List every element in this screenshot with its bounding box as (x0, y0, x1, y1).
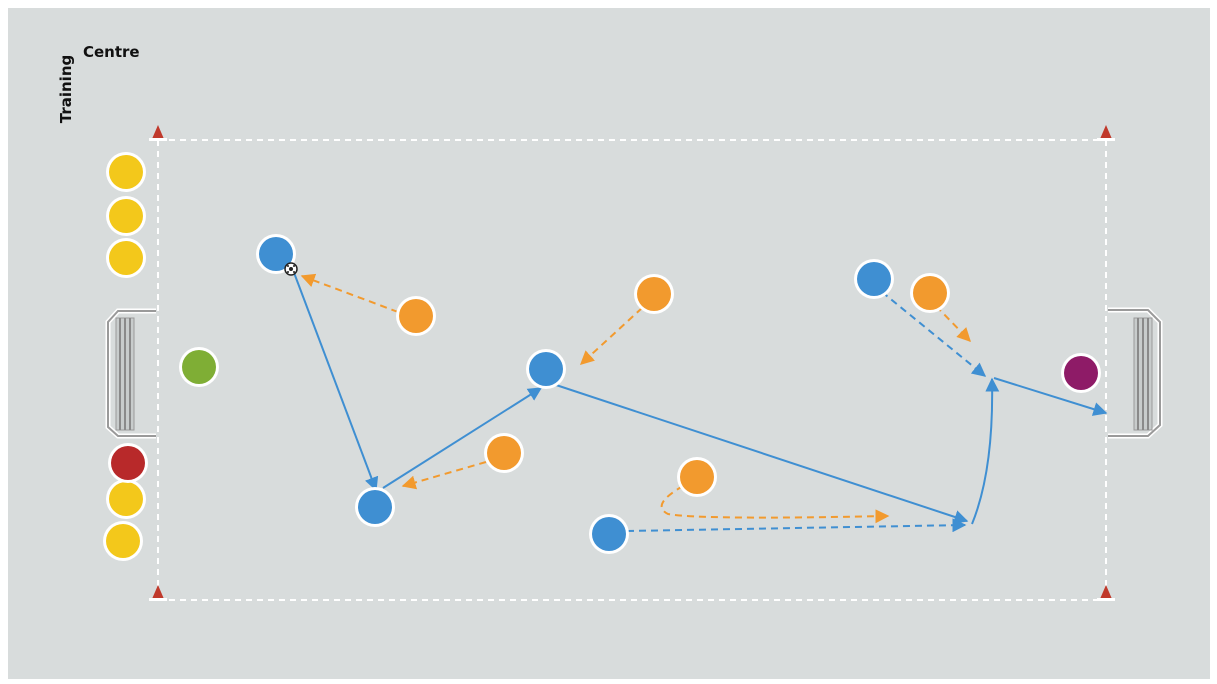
right-goal-icon (1108, 307, 1163, 439)
pass-arrow (546, 381, 969, 524)
pass-arrow (382, 387, 543, 489)
training-centre-logo: Training Centre (50, 40, 180, 135)
cone-icon (149, 125, 167, 141)
player-blue-icon (526, 349, 566, 389)
player-orange-icon (396, 296, 436, 336)
pressure-lines (300, 273, 971, 524)
pitch-boundary (157, 139, 1107, 601)
orange-players (396, 273, 950, 497)
left-goal-icon (105, 308, 156, 439)
player-yellow-icon (103, 521, 143, 561)
player-yellow-icon (106, 152, 146, 192)
player-purple-icon (1061, 353, 1101, 393)
player-blue-icon (355, 487, 395, 527)
cone-icon (149, 585, 167, 601)
press-arrow (579, 307, 643, 365)
run-arrow (626, 518, 967, 533)
press-arrow (300, 273, 399, 313)
press-arrow (935, 305, 971, 343)
press-arrow (660, 485, 890, 524)
player-orange-icon (484, 433, 524, 473)
player-yellow-icon (106, 238, 146, 278)
shot-arrow (993, 377, 1108, 416)
player-orange-icon (677, 457, 717, 497)
player-blue-icon (256, 234, 296, 274)
pass-arrow (292, 269, 379, 492)
logo-word-centre: Centre (83, 43, 140, 61)
player-yellow-icon (106, 479, 146, 519)
pass-lines (292, 269, 1108, 525)
player-orange-icon (634, 274, 674, 314)
run-arrow (881, 291, 987, 377)
player-orange-icon (910, 273, 950, 313)
press-arrow (401, 461, 487, 490)
blue-players (256, 234, 894, 554)
cone-icon (1097, 125, 1115, 141)
yellow-players (103, 152, 146, 561)
player-blue-icon (854, 259, 894, 299)
player-yellow-icon (106, 196, 146, 236)
diagram-board (8, 8, 1210, 679)
player-red-icon (108, 443, 148, 483)
run-lines (626, 291, 987, 533)
ball-icon (284, 262, 298, 276)
player-green-icon (179, 347, 219, 387)
cone-icon (1097, 585, 1115, 601)
player-blue-icon (589, 514, 629, 554)
run-with-ball-arrow (971, 377, 1000, 525)
